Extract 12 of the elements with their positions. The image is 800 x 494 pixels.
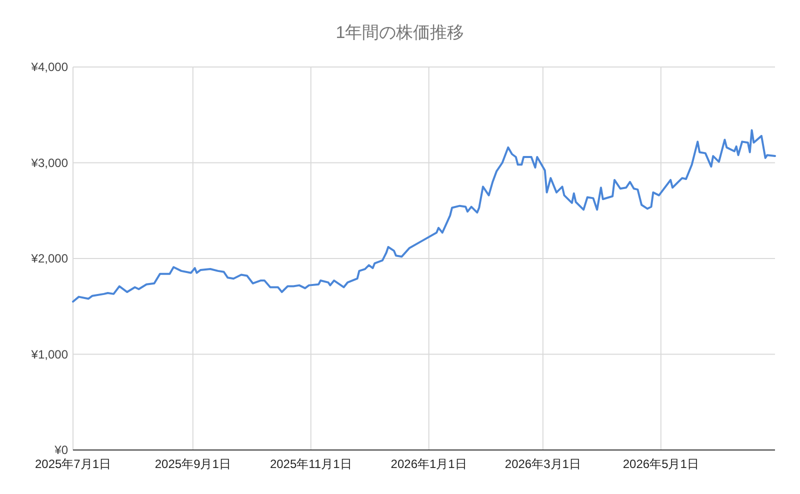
y-tick-label: ¥0 [54, 443, 68, 457]
x-tick-label: 2025年9月1日 [154, 457, 231, 471]
y-tick-label: ¥2,000 [30, 252, 68, 266]
x-tick-label: 2026年3月1日 [504, 457, 581, 471]
y-tick-label: ¥4,000 [30, 60, 68, 74]
y-tick-label: ¥3,000 [30, 156, 68, 170]
x-tick-label: 2026年5月1日 [622, 457, 699, 471]
chart-title: 1年間の株価推移 [336, 23, 464, 42]
y-tick-label: ¥1,000 [30, 347, 68, 362]
x-tick-label: 2026年1月1日 [390, 457, 467, 471]
x-tick-label: 2025年11月1日 [270, 457, 352, 471]
x-tick-label: 2025年7月1日 [34, 457, 112, 471]
